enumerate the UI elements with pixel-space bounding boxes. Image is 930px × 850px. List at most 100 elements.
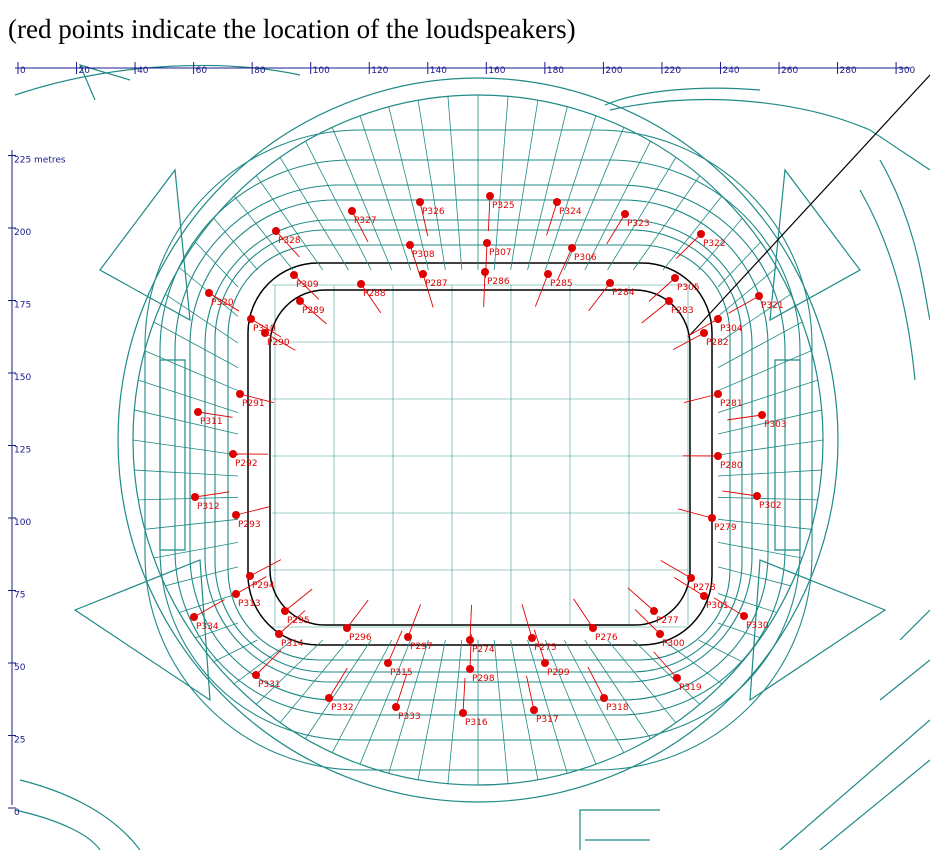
speaker-label: P295 — [287, 616, 310, 626]
speaker-label: P332 — [331, 703, 354, 713]
speaker-label: P286 — [487, 277, 510, 287]
x-tick-label: 120 — [371, 66, 388, 76]
speaker — [753, 492, 761, 500]
speaker — [700, 592, 708, 600]
speaker — [758, 411, 766, 419]
speaker-label: P308 — [412, 250, 435, 260]
speaker-label: P277 — [656, 616, 679, 626]
speaker — [466, 665, 474, 673]
speaker — [600, 694, 608, 702]
x-tick-label: 180 — [547, 66, 564, 76]
speaker — [606, 279, 614, 287]
speaker — [714, 315, 722, 323]
speaker — [357, 280, 365, 288]
speaker-label: P321 — [761, 301, 784, 311]
speaker-label: P289 — [302, 306, 325, 316]
speaker-label: P304 — [720, 324, 743, 334]
speaker — [404, 633, 412, 641]
x-tick-label: 160 — [488, 66, 505, 76]
x-tick-label: 80 — [254, 66, 266, 76]
speaker-label: P313 — [238, 599, 261, 609]
y-tick-label: 75 — [14, 591, 25, 601]
x-tick-label: 240 — [722, 66, 739, 76]
speaker-label: P301 — [706, 601, 729, 611]
speaker — [671, 274, 679, 282]
speaker-label: P322 — [703, 239, 726, 249]
speaker-label: P315 — [390, 668, 413, 678]
speaker-label: P287 — [425, 279, 448, 289]
speaker — [486, 192, 494, 200]
speaker — [673, 674, 681, 682]
y-tick-label: 25 — [14, 736, 25, 746]
speaker — [714, 390, 722, 398]
speaker-label: P302 — [759, 501, 782, 511]
speaker — [190, 613, 198, 621]
x-tick-label: 260 — [781, 66, 798, 76]
speaker — [568, 244, 576, 252]
speaker — [714, 452, 722, 460]
speaker-label: P306 — [574, 253, 597, 263]
y-tick-label: 175 — [14, 301, 31, 311]
speaker — [740, 612, 748, 620]
x-tick-label: 20 — [79, 66, 91, 76]
x-tick-label: 0 — [20, 66, 26, 76]
speaker-label: P279 — [714, 523, 737, 533]
speaker-label: P276 — [595, 633, 618, 643]
speaker-label: P296 — [349, 633, 372, 643]
speaker-label: P330 — [746, 621, 769, 631]
speaker-label: P281 — [720, 399, 743, 409]
speaker-label: P326 — [422, 207, 445, 217]
speaker — [232, 511, 240, 519]
speaker — [541, 659, 549, 667]
speaker — [459, 709, 467, 717]
speaker — [406, 241, 414, 249]
speaker-label: P282 — [706, 338, 729, 348]
speaker-label: P290 — [267, 338, 290, 348]
speaker — [530, 706, 538, 714]
speaker-label: P327 — [354, 216, 377, 226]
speaker-label: P305 — [677, 283, 700, 293]
speaker — [325, 694, 333, 702]
speaker — [621, 210, 629, 218]
x-tick-label: 60 — [196, 66, 208, 76]
speaker — [650, 607, 658, 615]
speaker — [687, 574, 695, 582]
speaker-label: P300 — [662, 639, 685, 649]
speaker — [708, 514, 716, 522]
speaker-label: P312 — [197, 502, 220, 512]
speaker — [232, 590, 240, 598]
speaker-label: P311 — [200, 417, 223, 427]
speaker-label: P331 — [258, 680, 281, 690]
y-tick-label: 125 — [14, 446, 31, 456]
speaker — [466, 636, 474, 644]
speaker — [246, 572, 254, 580]
speaker — [384, 659, 392, 667]
x-tick-label: 140 — [430, 66, 447, 76]
speaker — [272, 227, 280, 235]
speaker — [697, 230, 705, 238]
speaker-label: P303 — [764, 420, 787, 430]
speaker-label: P275 — [534, 643, 557, 653]
speaker-label: P323 — [627, 219, 650, 229]
speaker — [544, 270, 552, 278]
speaker-label: P274 — [472, 645, 495, 655]
speaker-label: P318 — [606, 703, 629, 713]
x-tick-label: 300 — [898, 66, 915, 76]
caption: (red points indicate the location of the… — [8, 14, 576, 44]
speaker-label: P316 — [465, 718, 488, 728]
speaker — [261, 329, 269, 337]
x-tick-label: 280 — [840, 66, 857, 76]
speaker-label: P309 — [296, 280, 319, 290]
speaker — [247, 315, 255, 323]
y-tick-label: 200 — [14, 228, 31, 238]
speaker — [229, 450, 237, 458]
speaker-label: P325 — [492, 201, 515, 211]
speaker-label: P334 — [196, 622, 219, 632]
speaker — [419, 270, 427, 278]
speaker — [191, 493, 199, 501]
speaker — [481, 268, 489, 276]
speaker-label: P320 — [211, 298, 234, 308]
y-tick-label: 0 — [14, 808, 20, 818]
speaker — [236, 390, 244, 398]
y-tick-label: 50 — [14, 663, 26, 673]
